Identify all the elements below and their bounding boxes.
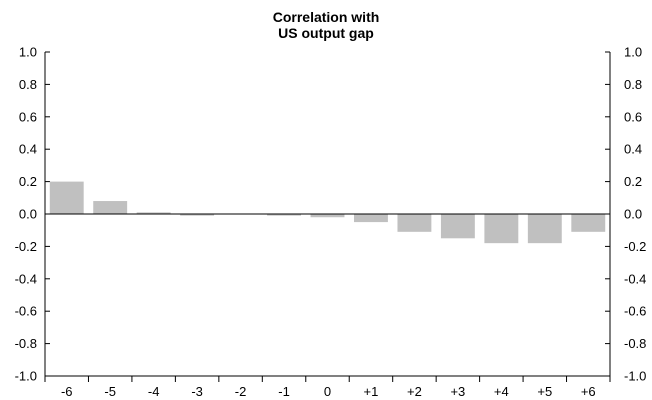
bar	[527, 214, 562, 244]
bar	[180, 214, 215, 216]
right-y-tick-label: 0.8	[624, 77, 642, 92]
chart-title: Correlation with US output gap	[273, 9, 380, 41]
x-tick-label: 0	[324, 384, 331, 399]
x-tick-label: -1	[278, 384, 290, 399]
right-y-tick-label: -1.0	[624, 369, 646, 384]
bar	[136, 212, 171, 214]
bar	[93, 201, 128, 214]
x-tick-label: +5	[537, 384, 552, 399]
left-y-tick-label: -0.2	[15, 239, 37, 254]
right-y-tick-label: 0.0	[624, 207, 642, 222]
x-tick-label: -2	[235, 384, 247, 399]
left-y-tick-label: 0.8	[19, 77, 37, 92]
left-y-tick-label: 0.0	[19, 207, 37, 222]
bar	[440, 214, 475, 239]
right-y-tick-label: -0.6	[624, 304, 646, 319]
right-y-tick-label: -0.2	[624, 239, 646, 254]
right-y-tick-label: -0.8	[624, 336, 646, 351]
bar	[397, 214, 432, 232]
x-tick-label: -6	[61, 384, 73, 399]
left-y-tick-label: 0.4	[19, 142, 37, 157]
x-tick-label: -4	[148, 384, 160, 399]
chart-title-line-1: Correlation with	[273, 9, 380, 25]
bar	[267, 214, 301, 216]
bar	[49, 181, 84, 214]
left-y-tick-label: 0.6	[19, 109, 37, 124]
bar-series	[49, 181, 606, 244]
left-y-tick-label: -0.8	[15, 336, 37, 351]
right-y-tick-label: -0.4	[624, 271, 646, 286]
x-tick-label: +2	[407, 384, 422, 399]
right-y-tick-label: 0.4	[624, 142, 642, 157]
bar	[484, 214, 519, 244]
right-y-tick-label: 0.2	[624, 174, 642, 189]
x-tick-label: -3	[191, 384, 203, 399]
bar	[310, 214, 345, 218]
x-tick-label: +4	[494, 384, 509, 399]
left-y-tick-label: 1.0	[19, 45, 37, 60]
x-tick-label: -5	[104, 384, 116, 399]
chart-title-line-2: US output gap	[278, 25, 374, 41]
left-y-tick-label: 0.2	[19, 174, 37, 189]
right-y-axis: 1.0 0.8 0.6 0.4 0.2 0.0 -0.2 -0.4 -0.6 -0.8 -1.0	[605, 45, 646, 384]
x-tick-label: +1	[364, 384, 379, 399]
right-y-tick-label: 0.6	[624, 109, 642, 124]
left-y-axis: 1.0 0.8 0.6 0.4 0.2 0.0 -0.2 -0.4 -0.6 -0.8 -1.0	[15, 45, 50, 384]
right-y-tick-label: 1.0	[624, 45, 642, 60]
x-tick-label: +3	[450, 384, 465, 399]
bar	[354, 214, 388, 223]
left-y-tick-label: -0.6	[15, 304, 37, 319]
bar	[571, 214, 606, 232]
left-y-tick-label: -1.0	[15, 369, 37, 384]
x-axis: -6 -5 -4 -3 -2 -1 0 +1 +2 +3 +4 +5 +6	[44, 375, 611, 399]
left-y-tick-label: -0.4	[15, 271, 37, 286]
x-tick-label: +6	[581, 384, 596, 399]
